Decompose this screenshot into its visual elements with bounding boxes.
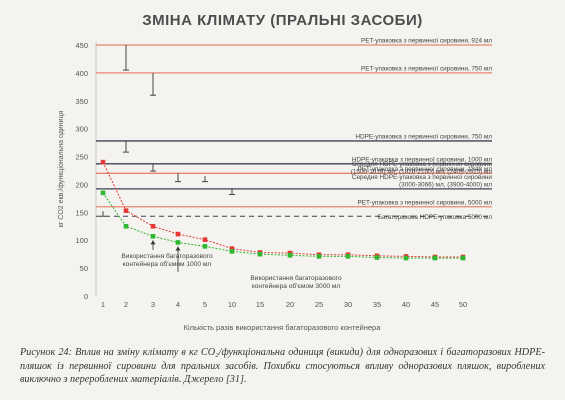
x-tick-label: 15 — [256, 300, 264, 309]
x-tick-label: 30 — [344, 300, 352, 309]
x-tick-label: 40 — [402, 300, 410, 309]
data-point — [202, 237, 208, 242]
annotation-text: контейнера об'ємом 3000 мл — [252, 282, 341, 290]
reference-line-label: PET-упаковка з первинної сировини, 1848 … — [357, 166, 492, 173]
x-tick-label: 50 — [459, 300, 467, 309]
x-tick-label: 4 — [176, 300, 180, 309]
series-line — [102, 192, 463, 259]
x-tick-label: 5 — [203, 300, 207, 309]
data-point — [202, 244, 208, 249]
reference-line-label: (1500-1518) мл, (1820-2100) мл, (2409-26… — [351, 169, 493, 176]
x-tick-label: 25 — [315, 300, 323, 309]
y-tick-label: 350 — [75, 97, 88, 106]
y-tick-label: 50 — [80, 264, 88, 273]
data-point — [257, 251, 263, 257]
reference-line-label: HDPE-упаковка з первинної сировини, 1000… — [352, 156, 492, 163]
x-tick-label: 1 — [101, 300, 105, 309]
data-point — [374, 255, 380, 260]
data-point — [123, 208, 129, 213]
x-tick-label: 45 — [431, 300, 439, 309]
data-point — [229, 246, 235, 251]
data-point — [460, 255, 466, 261]
annotation-text: контейнера об'ємом 1000 мл — [123, 260, 212, 268]
x-tick-label: 10 — [228, 300, 236, 309]
series-line — [102, 161, 463, 258]
x-tick-label: 2 — [124, 300, 128, 309]
y-tick-label: 0 — [84, 292, 88, 301]
reference-line-label: PET-упаковка з первинної сировини, 5000 … — [357, 199, 492, 206]
data-point — [287, 252, 293, 258]
data-point — [175, 231, 181, 237]
annotation-text: Використання багаторазового — [121, 252, 213, 260]
y-tick-label: 450 — [75, 41, 88, 50]
reference-line-label: PET-упаковка з первинної сировини, 750 м… — [361, 65, 492, 72]
reference-line-label: Багаторазова HDPE-упаковка 5000 мл — [378, 214, 492, 221]
x-tick-label: 20 — [286, 300, 294, 309]
y-tick-label: 250 — [75, 153, 88, 162]
y-tick-label: 300 — [75, 125, 88, 134]
x-axis-label: Кількість разів використання багаторазов… — [184, 323, 382, 332]
chart-title: ЗМІНА КЛІМАТУ (ПРАЛЬНІ ЗАСОБИ) — [142, 12, 423, 29]
data-point — [100, 159, 106, 165]
figure-caption: Рисунок 24: Вплив на зміну клімату в кг … — [20, 347, 545, 385]
annotation-text: Використання багаторазового — [250, 274, 342, 282]
data-point — [123, 223, 129, 229]
x-tick-label: 3 — [151, 300, 155, 309]
y-tick-label: 150 — [75, 208, 88, 217]
reference-line-label: PET-упаковка з первинної сировини, 924 м… — [361, 38, 492, 45]
annotation-arrowhead — [150, 240, 156, 245]
reference-line-label: Середня HDPE-упаковка з первинної сирови… — [352, 174, 493, 181]
data-point — [100, 190, 106, 196]
data-point — [175, 240, 181, 245]
y-axis-label: кг CO2 екв./функціональна одиниця — [57, 111, 65, 228]
x-tick-label: 35 — [373, 300, 381, 309]
data-point — [403, 255, 409, 261]
data-point — [150, 234, 156, 239]
y-tick-label: 100 — [75, 236, 88, 245]
data-point — [432, 255, 438, 261]
data-point — [345, 254, 351, 259]
reference-line-label: HDPE-упаковка з первинної сировини, 750 … — [355, 133, 492, 140]
annotation-arrowhead — [175, 246, 181, 251]
y-tick-label: 200 — [75, 180, 88, 189]
reference-line-label: Середня HDPE-упаковка з первинної сирови… — [352, 161, 493, 168]
y-tick-label: 400 — [75, 69, 88, 78]
data-point — [316, 254, 322, 259]
reference-line-label: (3000-3066) мл, (3900-4000) мл — [399, 181, 492, 188]
data-point — [229, 249, 235, 254]
data-point — [150, 223, 156, 229]
